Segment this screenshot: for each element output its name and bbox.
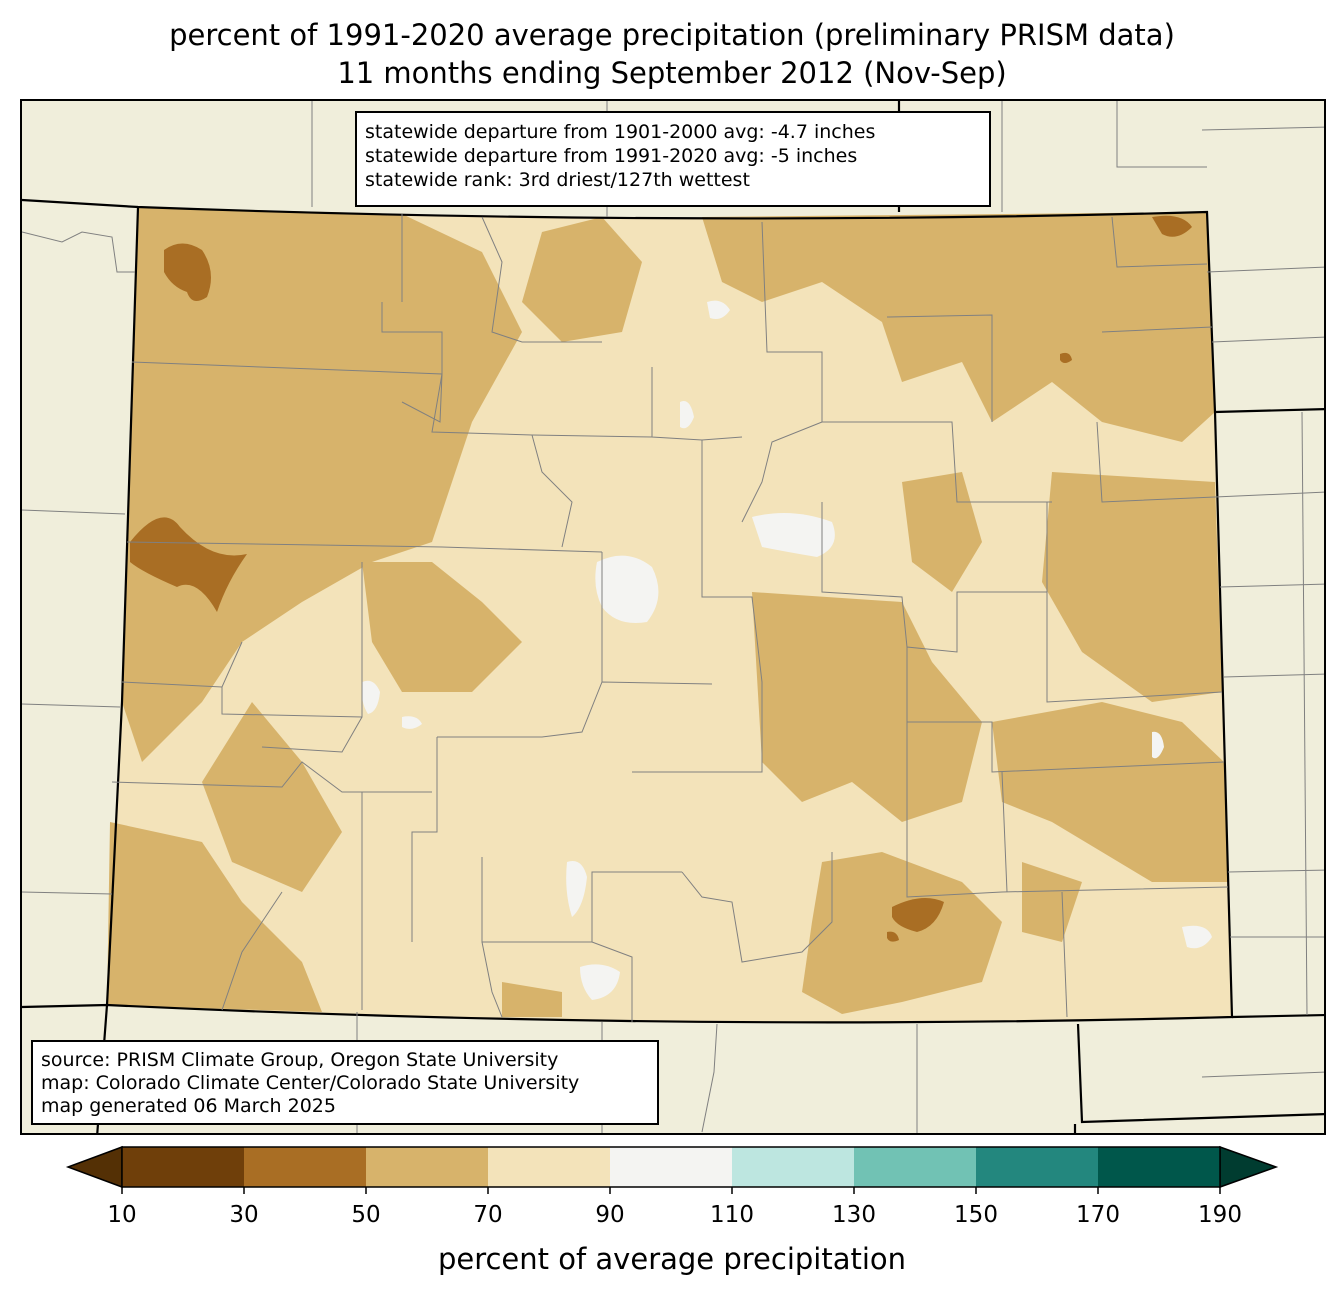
class-90-110-spots	[361, 300, 1212, 1000]
colorbar-segment	[122, 1147, 245, 1187]
colorbar-segment	[1098, 1147, 1221, 1187]
colorbar-segment	[732, 1147, 855, 1187]
source-box: source: PRISM Climate Group, Oregon Stat…	[31, 1040, 659, 1125]
colorbar-tick-label: 170	[1076, 1202, 1120, 1228]
stats-departure-1991-2020: statewide departure from 1991-2020 avg: …	[365, 145, 858, 167]
colorbar-tick-label: 50	[351, 1202, 380, 1228]
colorbar-over-arrow	[1219, 1145, 1279, 1189]
colorbar-segment	[488, 1147, 611, 1187]
map-generated-line: map generated 06 March 2025	[41, 1095, 336, 1117]
colorbar: 10 30 50 70 90 110 130 150 170 190	[65, 1145, 1279, 1228]
colorbar-segment	[976, 1147, 1099, 1187]
colorbar-tick-label: 70	[473, 1202, 502, 1228]
stats-rank: statewide rank: 3rd driest/127th wettest	[365, 169, 750, 191]
colorbar-tick-label: 130	[832, 1202, 876, 1228]
colorbar-segment	[854, 1147, 977, 1187]
colorbar-label: percent of average precipitation	[437, 1242, 907, 1276]
colorbar-tick-label: 90	[595, 1202, 624, 1228]
colorbar-tick-label: 190	[1198, 1202, 1242, 1228]
colorbar-under-arrow	[65, 1145, 123, 1189]
county-lines	[111, 214, 1229, 1022]
precipitation-map	[20, 99, 1326, 1135]
map-title-line2: 11 months ending September 2012 (Nov-Sep…	[337, 56, 1007, 90]
map-credit-line: map: Colorado Climate Center/Colorado St…	[41, 1072, 580, 1094]
colorbar-tick-label: 10	[107, 1202, 136, 1228]
class-30-50-spots	[130, 215, 1192, 942]
colorbar-segments	[121, 1146, 1221, 1188]
neighbor-county-lines	[22, 101, 1324, 1133]
statewide-stats-box: statewide departure from 1901-2000 avg: …	[355, 111, 991, 207]
colorbar-ticks: 10 30 50 70 90 110 130 150 170 190	[107, 1187, 1242, 1228]
colorbar-tick-label: 150	[954, 1202, 998, 1228]
map-title-line1: percent of 1991-2020 average precipitati…	[169, 18, 1175, 52]
stats-departure-1901-2000: statewide departure from 1901-2000 avg: …	[365, 121, 876, 143]
class-50-70-regions	[107, 207, 1228, 1017]
colorbar-border	[121, 1146, 1221, 1188]
colorbar-segment	[610, 1147, 733, 1187]
colorbar-segment	[366, 1147, 489, 1187]
colorbar-tick-label: 110	[710, 1202, 754, 1228]
source-line: source: PRISM Climate Group, Oregon Stat…	[41, 1049, 559, 1071]
colorbar-tick-label: 30	[229, 1202, 258, 1228]
colorbar-segment	[244, 1147, 367, 1187]
map-canvas	[22, 101, 1324, 1133]
